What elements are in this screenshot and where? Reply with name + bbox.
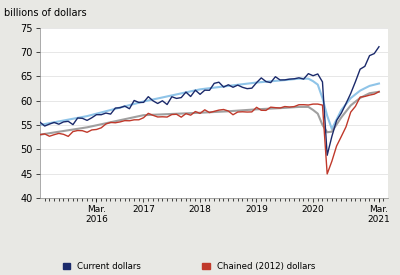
Text: billions of dollars: billions of dollars bbox=[4, 8, 87, 18]
Legend: Current dollars, Trend cycle (current dollars), Chained (2012) dollars, Trend cy: Current dollars, Trend cycle (current do… bbox=[62, 262, 366, 275]
